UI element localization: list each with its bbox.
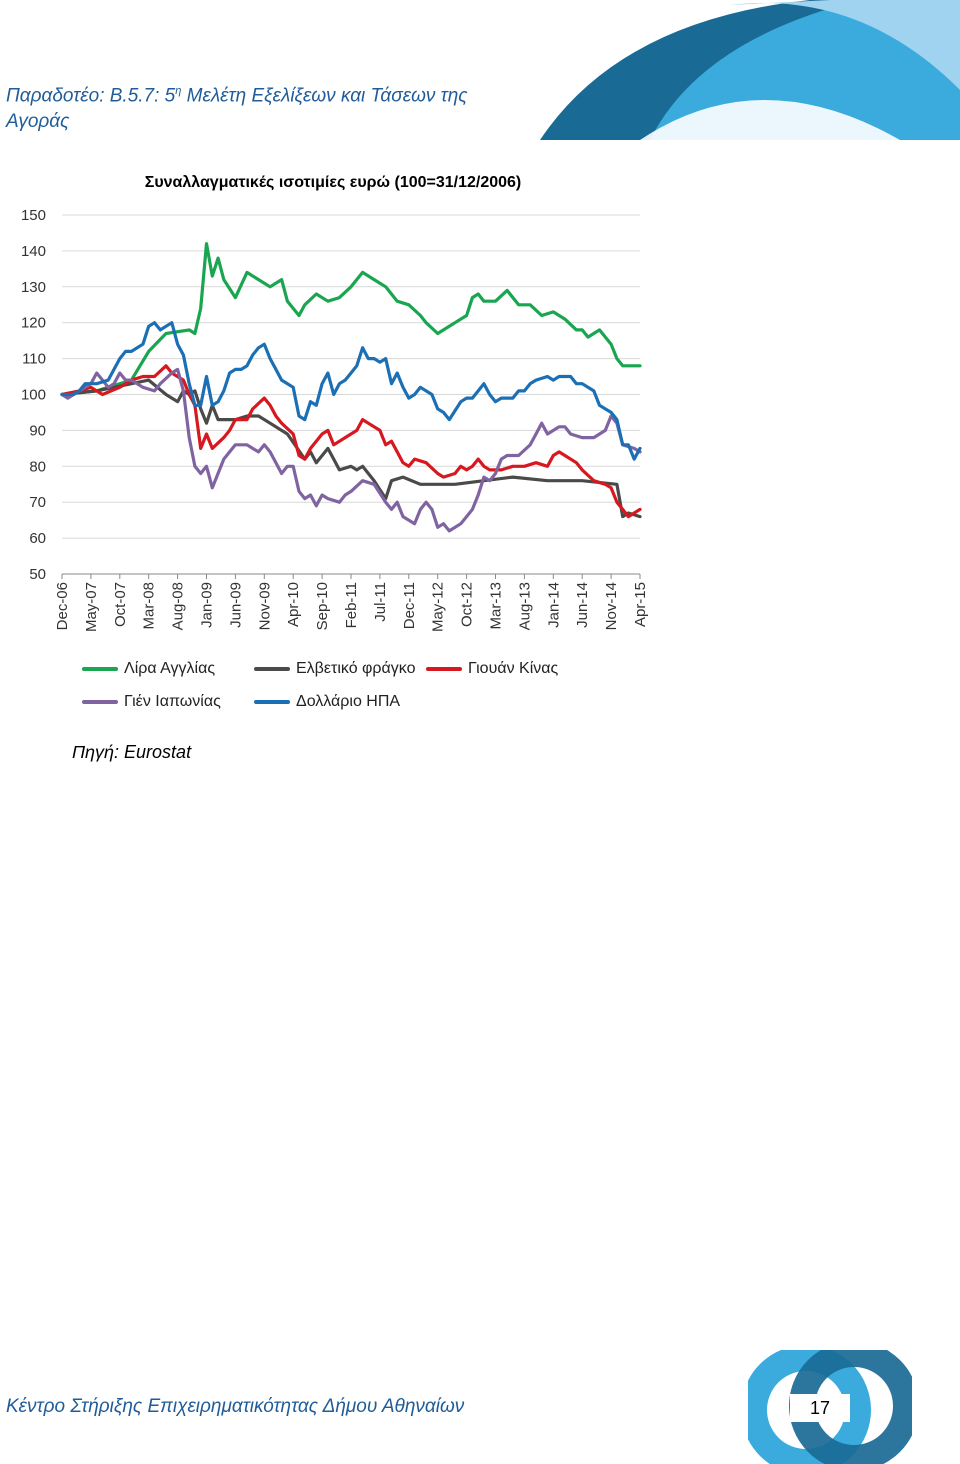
x-tick-label: Jun-09 (227, 582, 244, 628)
x-tick-label: Dec-06 (54, 582, 71, 630)
y-axis-ticks: 50 60 70 80 90 100 110 120 130 140 150 (21, 207, 46, 583)
x-tick-label: Apr-15 (632, 582, 649, 627)
logo-ring-left (748, 1350, 871, 1464)
x-tick-label: Dec-11 (401, 582, 418, 629)
x-tick-label: Oct-07 (112, 582, 129, 627)
legend-swatch (254, 667, 290, 671)
x-tick-label: Jun-14 (574, 582, 591, 628)
x-tick-label: May-12 (430, 582, 447, 632)
x-axis-ticks: Dec-06 May-07 Oct-07 Mar-08 Aug-08 Jan-09 Jun-… (54, 574, 649, 632)
exchange-rate-chart: Συναλλαγματικές ισοτιμίες ευρώ (100=31/1… (21, 174, 649, 632)
legend-label: Γιέν Ιαπωνίας (124, 693, 221, 710)
series-line-2 (60, 378, 642, 519)
legend-label: Ελβετικό φράγκο (296, 660, 416, 677)
y-tick-label: 120 (21, 315, 46, 332)
x-tick-label: Aug-08 (170, 582, 187, 630)
y-tick-label: 100 (21, 387, 46, 404)
legend-swatch (82, 667, 118, 671)
y-tick-label: 150 (21, 207, 46, 224)
series-line-5 (60, 321, 642, 461)
legend-swatch (254, 700, 290, 704)
x-tick-label: May-07 (83, 582, 100, 632)
x-tick-label: Feb-11 (343, 582, 360, 628)
x-tick-label: Oct-12 (459, 582, 476, 627)
legend-item-3: Γιουάν Κίνας (426, 660, 558, 678)
header-suffix: Μελέτη Εξελίξεων και Τάσεων της (181, 85, 468, 107)
document-header: Παραδοτέο: Β.5.7: 5η Μελέτη Εξελίξεων κα… (6, 78, 486, 135)
x-tick-label: Mar-13 (488, 582, 505, 630)
x-tick-label: Jul-11 (372, 582, 389, 622)
legend-label: Γιουάν Κίνας (468, 660, 559, 677)
y-tick-label: 50 (29, 566, 46, 583)
series-line-4 (60, 367, 642, 533)
gridlines (62, 214, 640, 575)
legend-item-2: Ελβετικό φράγκο (254, 660, 415, 678)
x-tick-label: Jan-09 (199, 582, 216, 628)
y-tick-label: 70 (29, 494, 46, 511)
x-tick-label: Mar-08 (141, 582, 158, 630)
legend-swatch (426, 667, 462, 671)
x-tick-label: Aug-13 (516, 582, 533, 630)
decor-white-swoosh (640, 100, 900, 140)
y-tick-label: 90 (29, 422, 46, 439)
header-decoration (540, 0, 960, 140)
y-tick-label: 140 (21, 243, 46, 260)
y-tick-label: 60 (29, 530, 46, 547)
x-tick-label: Nov-09 (256, 582, 273, 630)
footer-organization: Κέντρο Στήριξης Επιχειρηματικότητας Δήμο… (6, 1396, 465, 1417)
series-line-1 (60, 242, 642, 397)
legend-label: Λίρα Αγγλίας (124, 660, 216, 677)
legend-swatch (82, 700, 118, 704)
x-tick-label: Apr-10 (285, 582, 302, 627)
decor-light-shape (730, 0, 960, 90)
series-lines (60, 242, 642, 533)
legend-label: Δολλάριο ΗΠΑ (296, 693, 401, 710)
x-tick-label: Sep-10 (314, 582, 331, 630)
header-prefix: Παραδοτέο: Β.5.7: 5 (6, 85, 176, 107)
legend-item-4: Γιέν Ιαπωνίας (82, 693, 221, 711)
source-note: Πηγή: Eurostat (72, 742, 192, 762)
chart-title: Συναλλαγματικές ισοτιμίες ευρώ (100=31/1… (145, 174, 522, 191)
legend-item-5: Δολλάριο ΗΠΑ (254, 693, 400, 711)
x-tick-label: Jan-14 (545, 582, 562, 628)
header-superscript: η (175, 85, 182, 97)
header-line2: Αγοράς (6, 111, 70, 133)
y-tick-label: 80 (29, 458, 46, 475)
legend-item-1: Λίρα Αγγλίας (82, 660, 215, 678)
y-tick-label: 130 (21, 279, 46, 296)
x-tick-label: Nov-14 (603, 582, 620, 630)
y-tick-label: 110 (22, 351, 46, 368)
page-number: 17 (790, 1394, 850, 1422)
